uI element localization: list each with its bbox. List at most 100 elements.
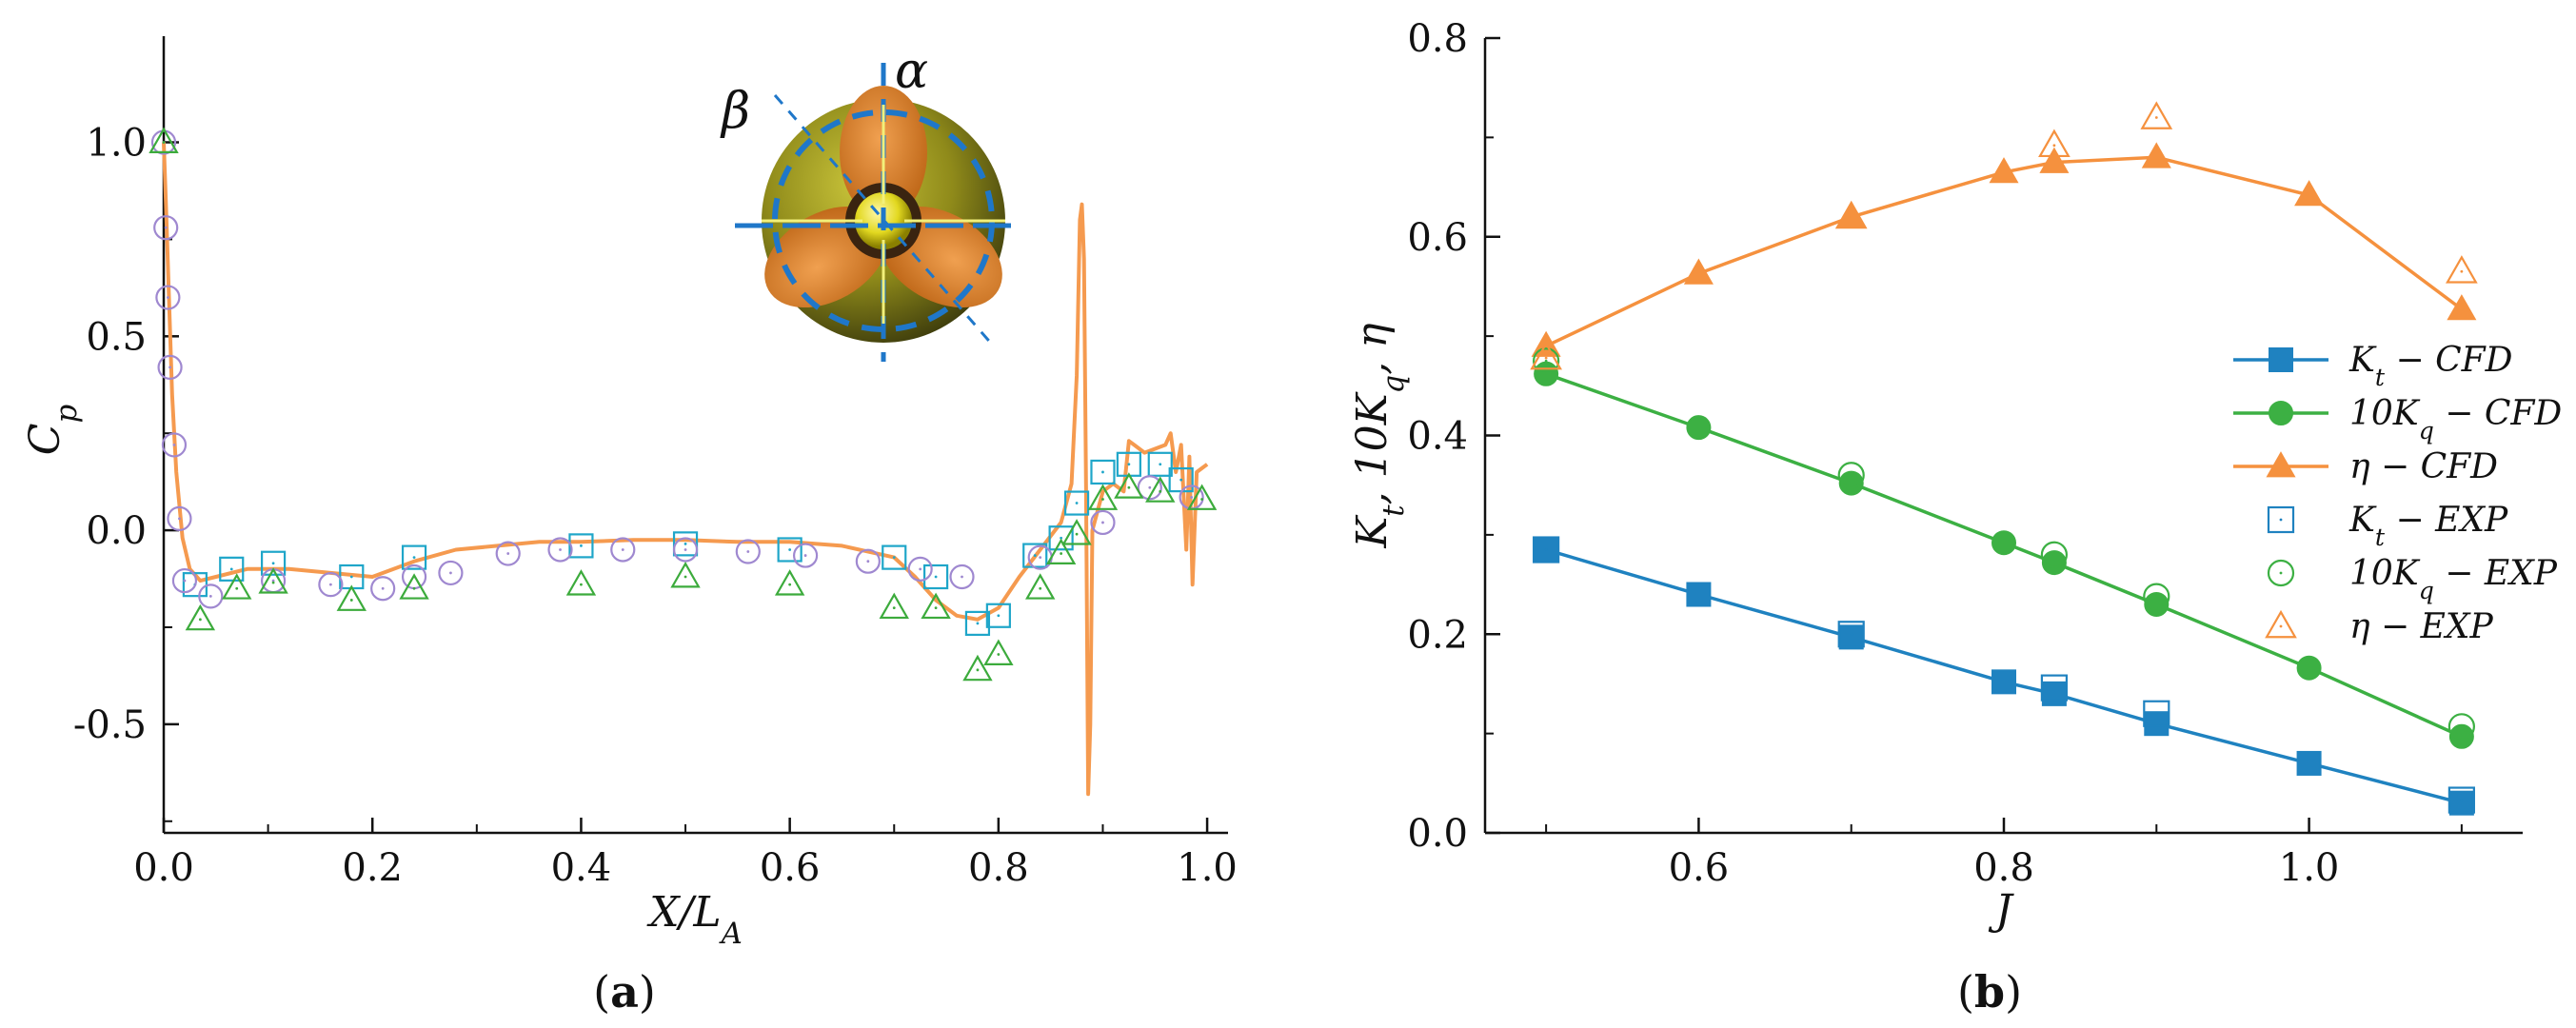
- panel-a-circle-point: [547, 537, 573, 563]
- panel-b-y-tick-label: 0.2: [1407, 613, 1468, 657]
- panel-a-x-tick-label: 0.4: [551, 846, 612, 890]
- panel-a-chart: 0.0 0.2 0.4 0.6 0.8 1.0 -0.5 0.0 0.5 1.0 X/LA Cp: [21, 36, 1238, 1018]
- panel-b-series-0-point: [2296, 750, 2322, 776]
- panel-b-series-3-point: [2447, 786, 2475, 814]
- panel-a-circle-point-dot: [684, 548, 687, 551]
- panel-b-series-3-point-dot: [1850, 632, 1853, 636]
- panel-b-series-1-point: [2448, 723, 2474, 749]
- panel-a-square-point-dot: [1127, 463, 1131, 466]
- panel-a-triangle-point-dot: [892, 606, 896, 610]
- panel-a-square-point: [568, 533, 594, 559]
- panel-a-triangle-point: [336, 584, 367, 611]
- panel-a-circle-point: [370, 576, 396, 602]
- panel-b-series-4-point: [2143, 583, 2170, 610]
- panel-b-series-4-point: [1533, 347, 1560, 375]
- panel-b-marks: [1530, 101, 2478, 816]
- panel-b-y-tick-label: 0.0: [1407, 812, 1468, 856]
- panel-a-triangle-point-dot: [934, 606, 938, 610]
- panel-a-label: (a): [593, 966, 656, 1018]
- panel-a-square-point: [964, 610, 991, 637]
- panel-a-triangle-point-dot: [580, 583, 583, 586]
- panel-b-series-1-point: [1838, 470, 1864, 496]
- panel-b-series-3-point-dot: [2052, 686, 2056, 690]
- panel-a-triangle-point: [962, 654, 993, 682]
- panel-b-series-5-point-dot: [1850, 215, 1853, 219]
- panel-a-triangle-point-dot: [412, 586, 416, 590]
- panel-a-square-point: [777, 537, 803, 563]
- panel-a-triangle-point: [670, 561, 701, 588]
- panel-a-x-axis-label: X/LA: [646, 888, 743, 951]
- panel-b-y-tick-label: 0.8: [1407, 17, 1468, 61]
- panel-a-square-point-dot: [976, 622, 980, 625]
- panel-a-circle-point: [735, 539, 761, 564]
- panel-b-series-line-0: [1545, 547, 2463, 805]
- panel-a-square-point: [672, 531, 699, 557]
- panel-b-series-1-point: [2296, 655, 2322, 681]
- panel-b-series-5-point: [1834, 200, 1868, 229]
- panel-a-square-point: [882, 544, 907, 570]
- legend-marker-3: [2267, 505, 2295, 534]
- panel-b-series-2-point: [1989, 157, 2019, 184]
- panel-a-circle-point-dot: [166, 296, 169, 299]
- legend-marker-3-dot: [2279, 518, 2283, 522]
- panel-a-square-point-dot: [580, 544, 583, 547]
- panel-a-circle-point-dot: [961, 575, 963, 579]
- panel-b-series-4-point: [1837, 462, 1865, 489]
- panel-a-triangle-point-dot: [997, 653, 1001, 656]
- panel-a-circle-point: [161, 432, 188, 458]
- panel-a-square-point-dot: [684, 542, 687, 545]
- panel-a-circle-point-dot: [178, 517, 181, 521]
- panel-a-circle-point: [198, 583, 224, 609]
- inset-label-beta: β: [720, 83, 750, 140]
- panel-b-series-4-point-dot: [1850, 473, 1853, 477]
- panel-a-circle-point: [167, 505, 192, 531]
- panel-a-circle-point-dot: [803, 554, 807, 557]
- panel-a-circle-point-dot: [1148, 485, 1152, 489]
- panel-a-circle-point: [672, 537, 699, 563]
- panel-a-circle-point: [949, 563, 975, 590]
- panel-a-circle-point-dot: [271, 579, 275, 583]
- panel-b-series-5-point: [1530, 341, 1562, 370]
- legend-label-3: Kt − EXP: [2348, 501, 2508, 551]
- panel-a-circle-point-dot: [449, 571, 452, 575]
- panel-a-square-point: [401, 544, 427, 570]
- panel-b-series-line-2: [1545, 155, 2463, 348]
- panel-b-series-1-point: [1991, 530, 2016, 556]
- panel-a-triangle-point: [879, 592, 909, 620]
- panel-b-series-0-point: [1686, 582, 1712, 607]
- panel-a-triangle-point-dot: [198, 618, 202, 622]
- panel-a-square-point-dot: [1060, 536, 1063, 540]
- panel-a-square-point-dot: [892, 556, 896, 560]
- panel-b-label: (b): [1957, 966, 2022, 1018]
- panel-b-series-4-point-dot: [2154, 595, 2158, 598]
- panel-a-square-point-dot: [1101, 470, 1104, 474]
- panel-a-triangle-point: [185, 603, 216, 631]
- panel-a-square-point-dot: [412, 556, 416, 560]
- panel-a-circle-point: [1090, 509, 1116, 536]
- panel-a-circle-point: [610, 537, 636, 563]
- panel-b-series-5-point: [2038, 128, 2071, 158]
- panel-b-series-2-point: [2141, 142, 2171, 168]
- panel-a-circle-point: [157, 354, 183, 381]
- panel-b-series-1-point: [2041, 550, 2067, 576]
- panel-a-triangle-point-dot: [1075, 532, 1079, 536]
- panel-a-circle-point-dot: [506, 552, 510, 555]
- panel-a-axes: 0.0 0.2 0.4 0.6 0.8 1.0 -0.5 0.0 0.5 1.0 X/LA Cp: [21, 36, 1238, 951]
- panel-a-circle-point-dot: [381, 586, 385, 590]
- panel-a-circle-point-dot: [621, 548, 624, 551]
- panel-b-series-4-point: [2447, 713, 2475, 741]
- panel-b-y-axis-label: Kt, 10Kq, η: [1348, 323, 1411, 548]
- panel-a-square-point-dot: [934, 575, 938, 579]
- panel-a-marks: [149, 127, 1218, 797]
- panel-b-series-4-point-dot: [1544, 359, 1548, 363]
- panel-a-triangle-point-dot: [235, 586, 239, 590]
- panel-a-triangle-point: [1114, 472, 1144, 499]
- panel-b-series-4-point: [2040, 541, 2068, 568]
- panel-a-circle-point: [855, 548, 881, 574]
- panel-a-square-point-dot: [229, 567, 233, 571]
- panel-a-triangle-point-dot: [1060, 552, 1063, 555]
- panel-a-triangle-point: [258, 567, 288, 594]
- legend-marker-5-dot: [2279, 624, 2283, 628]
